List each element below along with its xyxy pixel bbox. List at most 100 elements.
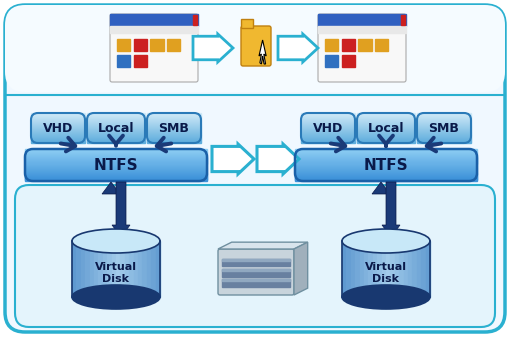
Bar <box>31 125 85 127</box>
Bar <box>147 130 201 132</box>
Bar <box>300 121 354 122</box>
Bar <box>416 135 470 137</box>
Bar <box>147 115 201 116</box>
Bar <box>407 241 412 297</box>
Bar <box>416 126 470 128</box>
Bar <box>147 132 201 134</box>
FancyBboxPatch shape <box>241 26 270 66</box>
Bar <box>300 131 354 133</box>
Bar <box>420 241 425 297</box>
Bar <box>416 117 470 118</box>
Bar <box>31 135 85 137</box>
Bar <box>25 168 207 169</box>
Bar <box>80 241 86 297</box>
Bar <box>147 125 201 127</box>
Bar <box>294 162 476 164</box>
FancyBboxPatch shape <box>217 249 293 295</box>
Bar <box>87 115 145 116</box>
Bar <box>155 241 160 297</box>
Bar <box>138 241 143 297</box>
Bar <box>150 39 163 52</box>
Bar <box>300 115 354 116</box>
Bar <box>25 177 207 179</box>
Bar <box>294 164 476 166</box>
Bar <box>87 134 145 136</box>
Bar <box>87 135 145 137</box>
Text: VHD: VHD <box>312 122 343 134</box>
Bar <box>381 241 386 297</box>
Bar <box>72 241 77 297</box>
Bar <box>147 114 201 115</box>
Bar <box>25 152 207 153</box>
Bar <box>31 126 85 128</box>
Bar <box>377 241 381 297</box>
Bar <box>300 128 354 130</box>
Bar <box>221 259 290 267</box>
Bar <box>25 173 207 175</box>
Polygon shape <box>102 182 120 194</box>
Bar <box>300 127 354 129</box>
Bar <box>294 165 476 167</box>
Bar <box>356 116 414 117</box>
Bar <box>25 175 207 177</box>
Bar <box>416 128 470 130</box>
Bar <box>356 131 414 133</box>
Bar <box>110 26 197 33</box>
Bar <box>294 163 476 165</box>
Bar <box>107 241 112 297</box>
Bar <box>416 115 470 116</box>
Bar <box>294 168 476 169</box>
Bar <box>356 132 414 134</box>
Bar <box>147 136 201 138</box>
Bar <box>31 113 85 114</box>
Bar <box>147 119 201 120</box>
Bar <box>416 140 470 141</box>
Bar <box>294 159 476 161</box>
Bar <box>300 118 354 119</box>
Bar <box>300 132 354 134</box>
Bar <box>167 39 180 52</box>
Text: SMB: SMB <box>428 122 459 134</box>
Bar <box>416 241 421 297</box>
Polygon shape <box>112 182 130 237</box>
Bar <box>356 137 414 139</box>
Bar <box>31 141 85 142</box>
Bar <box>133 39 147 52</box>
Bar <box>147 121 201 122</box>
Bar <box>25 166 207 168</box>
Bar <box>356 113 414 114</box>
Bar <box>300 130 354 132</box>
Bar <box>25 164 207 166</box>
Bar <box>147 122 201 123</box>
Bar <box>25 156 207 157</box>
Bar <box>87 125 145 127</box>
Bar <box>129 241 134 297</box>
Bar <box>354 241 359 297</box>
Bar <box>324 39 337 52</box>
Bar <box>294 151 476 152</box>
Bar <box>416 113 470 114</box>
Bar <box>87 117 145 118</box>
Polygon shape <box>192 34 233 62</box>
Bar <box>31 128 85 130</box>
Bar <box>87 118 145 119</box>
Bar <box>294 177 476 179</box>
Bar <box>356 128 414 130</box>
Polygon shape <box>212 144 253 174</box>
Bar <box>356 135 414 137</box>
Polygon shape <box>257 144 298 174</box>
Bar <box>367 241 373 297</box>
Bar <box>25 174 207 176</box>
Bar <box>356 133 414 135</box>
Text: SMB: SMB <box>158 122 189 134</box>
Bar <box>356 123 414 124</box>
Bar <box>394 241 399 297</box>
Bar <box>87 113 145 114</box>
Bar <box>147 120 201 121</box>
Bar <box>31 117 85 118</box>
Bar <box>120 241 125 297</box>
Bar <box>116 241 121 297</box>
Bar <box>25 153 207 154</box>
Bar <box>133 55 147 67</box>
Bar <box>294 149 476 150</box>
